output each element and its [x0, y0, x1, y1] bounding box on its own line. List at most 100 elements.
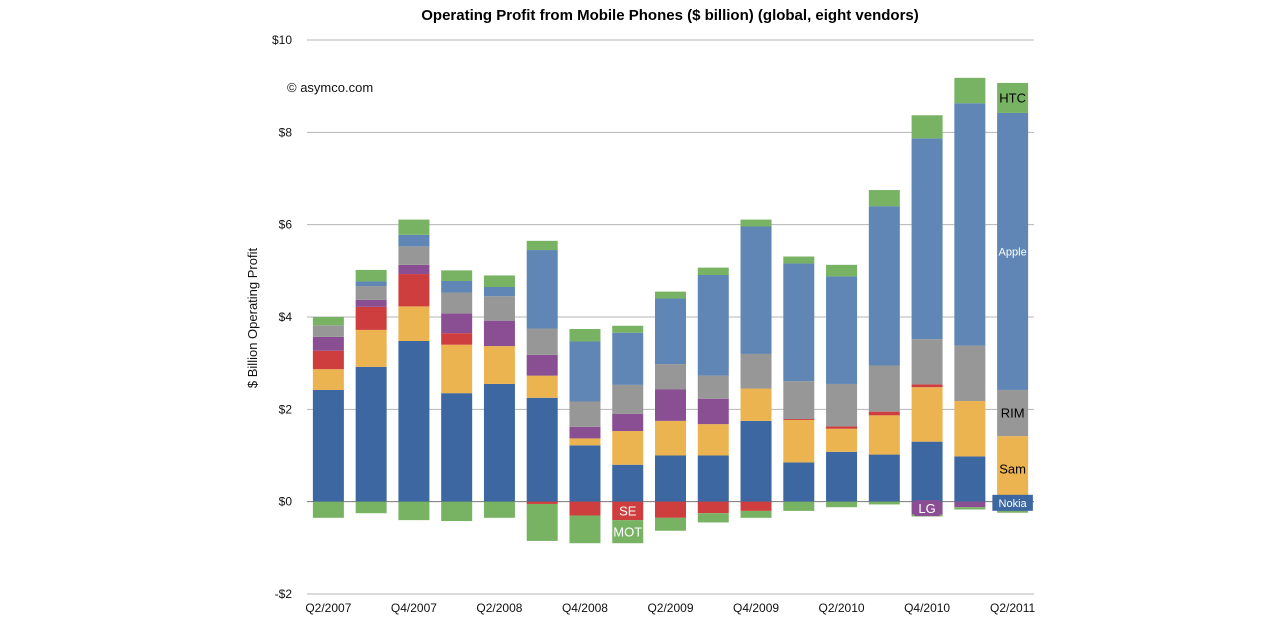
bar-segment-mot	[526, 503, 558, 541]
x-tick-label: Q2/2008	[476, 601, 522, 615]
bar-segment-lg	[526, 354, 558, 376]
bar-segment-lg	[398, 264, 430, 275]
bar-segment-lg	[441, 313, 473, 334]
inline-series-labels: HTC Apple RIM Sam Nokia MOT SE LG	[613, 91, 1033, 539]
bar-segment-htc	[697, 267, 729, 275]
bar-segment-mot	[697, 513, 729, 523]
bar-segment-sam	[697, 424, 729, 456]
bar-segment-htc	[355, 269, 387, 282]
bar-segment-nokia	[783, 462, 815, 502]
bar-segment-nokia	[569, 445, 601, 502]
bar-segment-lg	[355, 299, 387, 307]
y-axis-ticks: -$2 $0 $2 $4 $6 $8 $10	[272, 33, 292, 601]
y-tick-label: $4	[279, 310, 293, 324]
bar-segment-mot	[997, 510, 1029, 513]
bar-segment-nokia	[398, 341, 430, 502]
bar-segment-se	[911, 384, 943, 388]
bar-segment-se	[826, 426, 858, 429]
bar-segment-rim	[441, 292, 473, 314]
bar-segment-mot	[569, 515, 601, 544]
bar-segment-mot	[868, 501, 900, 505]
series-label-rim: RIM	[1001, 406, 1025, 421]
bar-segment-rim	[612, 384, 644, 414]
bar-segment-apple	[526, 250, 558, 329]
label-background	[992, 494, 1033, 511]
bar-segment-rim	[697, 375, 729, 399]
bar-segment-mot	[483, 501, 515, 518]
bar-segment-lg	[655, 389, 686, 421]
bar-segment-nokia	[312, 389, 344, 502]
bar-segment-sam	[483, 346, 515, 384]
series-label-sam: Sam	[999, 462, 1026, 477]
bar-segment-nokia	[868, 454, 900, 502]
bar-segment-sam	[954, 401, 986, 457]
bar-segment-lg	[483, 320, 515, 347]
x-tick-label: Q4/2010	[904, 601, 950, 615]
bar-segment-mot	[355, 501, 387, 514]
bar-segment-sam	[740, 388, 772, 421]
bar-segment-htc	[398, 219, 430, 235]
bar-segment-rim	[398, 246, 430, 265]
bar-segment-htc	[868, 190, 900, 207]
chart-title: Operating Profit from Mobile Phones ($ b…	[421, 7, 919, 24]
label-background	[914, 500, 940, 517]
bar-segment-rim	[526, 328, 558, 355]
bar-segment-mot	[954, 507, 986, 510]
bar-segment-htc	[526, 240, 558, 251]
bar-segment-mot	[441, 501, 473, 522]
bar-segment-se	[526, 501, 558, 504]
bar-segment-apple	[655, 298, 686, 365]
bar-segment-sam	[826, 428, 858, 452]
bar-segment-nokia	[612, 464, 644, 502]
bar-segment-mot	[783, 501, 815, 511]
bar-segment-se	[655, 501, 686, 518]
bar-segment-sam	[312, 369, 344, 390]
bar-segment-nokia	[826, 451, 858, 502]
bar-segment-se	[740, 501, 772, 511]
y-axis-title: $ Billion Operating Profit	[245, 248, 260, 389]
label-background	[615, 502, 641, 519]
x-tick-label: Q2/2010	[819, 601, 865, 615]
bar-segment-apple	[911, 138, 943, 340]
bar-segment-sam	[911, 387, 943, 442]
bar-segment-sam	[612, 431, 644, 465]
bar-segment-nokia	[441, 393, 473, 502]
bar-segment-se	[697, 501, 729, 514]
x-tick-label: Q2/2009	[647, 601, 693, 615]
bar-segment-rim	[868, 365, 900, 412]
bar-segment-apple	[826, 276, 858, 384]
bar-segment-htc	[783, 256, 815, 264]
x-tick-label: Q4/2008	[562, 601, 608, 615]
x-tick-label: Q2/2011	[990, 601, 1035, 615]
bar-segment-apple	[355, 281, 387, 287]
bars	[312, 77, 1029, 544]
bar-segment-apple	[612, 332, 644, 385]
y-tick-label: $2	[279, 402, 293, 416]
bar-segment-rim	[312, 325, 344, 337]
bar-segment-sam	[655, 420, 686, 456]
bar-segment-sam	[526, 375, 558, 398]
bar-segment-se	[312, 350, 344, 370]
bar-segment-htc	[911, 115, 943, 139]
x-axis-ticks: Q2/2007 Q4/2007 Q2/2008 Q4/2008 Q2/2009 Q4/20…	[305, 601, 1035, 615]
bar-segment-sam	[355, 329, 387, 367]
bar-segment-rim	[740, 353, 772, 389]
bar-segment-htc	[997, 82, 1029, 113]
bar-segment-lg	[312, 336, 344, 351]
bar-segment-rim	[569, 401, 601, 427]
bar-segment-nokia	[740, 420, 772, 502]
bar-segment-apple	[569, 341, 601, 402]
bar-segment-sam	[569, 438, 601, 446]
bar-segment-lg	[569, 426, 601, 439]
bar-segment-sam	[997, 436, 1029, 502]
bar-segment-apple	[954, 103, 986, 346]
x-tick-label: Q4/2007	[391, 601, 437, 615]
bar-segment-nokia	[355, 366, 387, 502]
series-label-htc: HTC	[999, 91, 1026, 106]
bar-segment-mot	[826, 501, 858, 508]
y-tick-label: $0	[279, 495, 293, 509]
bar-segment-htc	[655, 291, 686, 299]
bar-segment-sam	[783, 419, 815, 463]
bar-segment-mot	[612, 520, 644, 544]
bar-segment-nokia	[954, 456, 986, 502]
